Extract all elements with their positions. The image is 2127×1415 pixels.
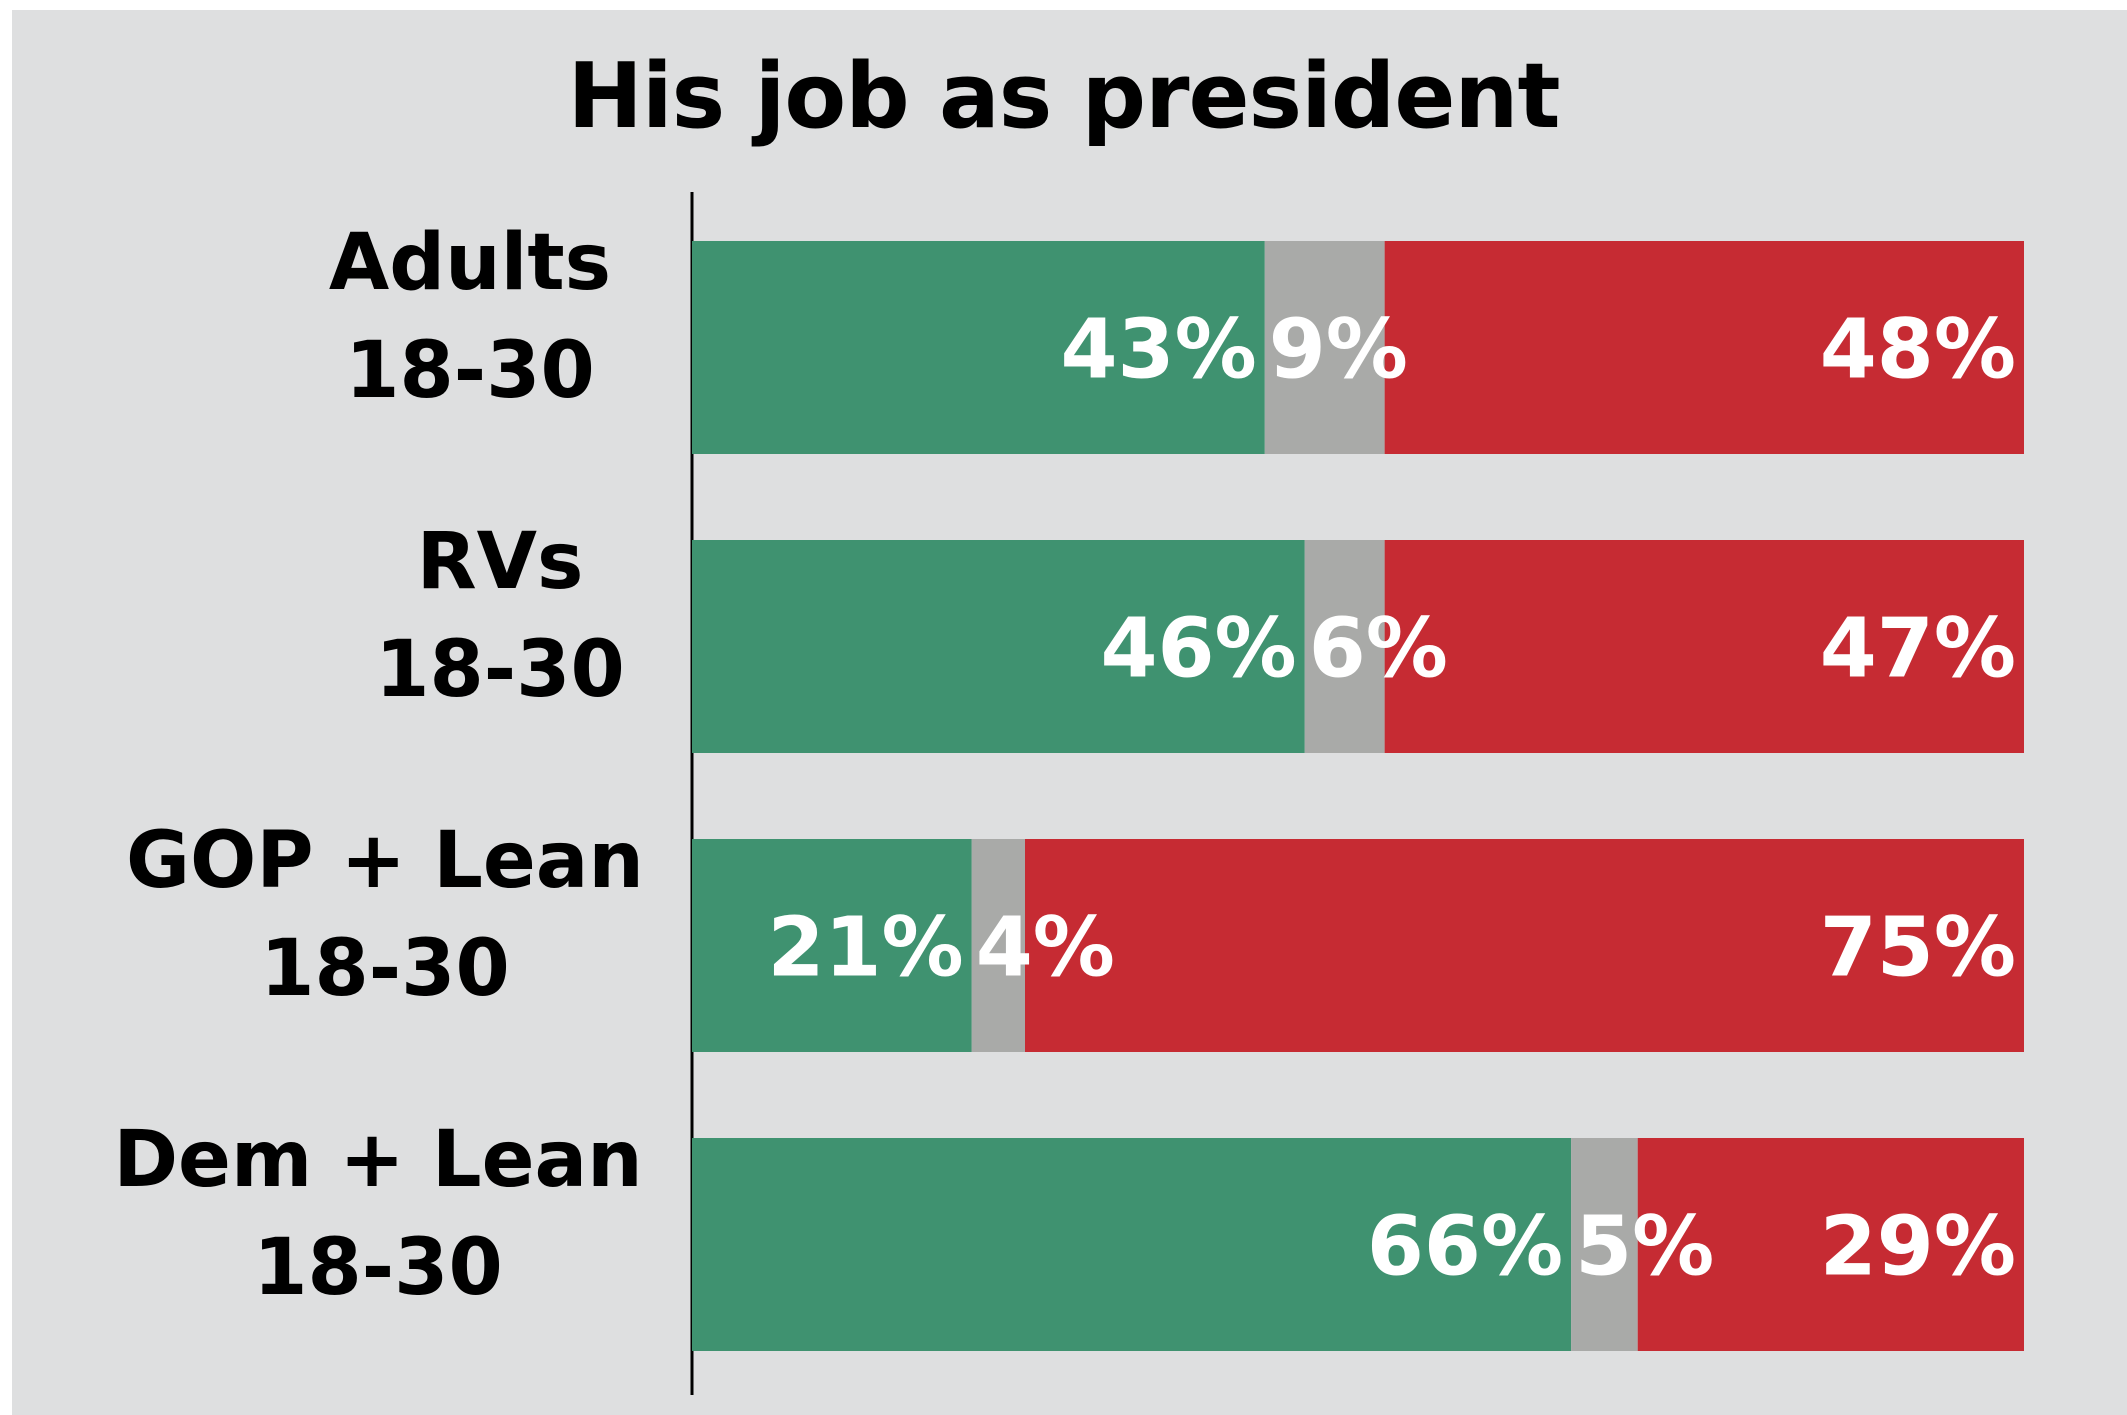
- category-label: GOP + Lean 18-30: [126, 816, 644, 1014]
- data-label: 66%: [1367, 1200, 1563, 1295]
- data-label: 9%: [1269, 303, 1408, 398]
- data-label: 43%: [1060, 303, 1256, 398]
- bar-segment: [1384, 241, 2024, 454]
- bar-segment: [1384, 540, 2024, 753]
- bar-segment: [1264, 241, 1385, 454]
- data-label: 5%: [1575, 1200, 1714, 1295]
- data-label: 48%: [1820, 303, 2016, 398]
- data-label: 21%: [767, 901, 963, 996]
- bar-segment: [692, 241, 1265, 454]
- data-label: 6%: [1309, 602, 1448, 697]
- data-label: 29%: [1820, 1200, 2016, 1295]
- data-label: 4%: [976, 901, 1115, 996]
- bar-segment: [1637, 1138, 2024, 1351]
- bar-segment: [692, 839, 972, 1052]
- category-label: RVs 18-30: [375, 517, 624, 715]
- data-label: 75%: [1820, 901, 2016, 996]
- data-label: 47%: [1820, 602, 2016, 697]
- bar-segment: [971, 839, 1025, 1052]
- bar-segment: [692, 1138, 1572, 1351]
- bar-segment: [692, 540, 1305, 753]
- category-label: Adults 18-30: [329, 218, 611, 416]
- bar-segment: [1304, 540, 1385, 753]
- data-label: 46%: [1100, 602, 1296, 697]
- bar-segment: [1025, 839, 2024, 1052]
- chart-title: His job as president: [567, 44, 1561, 149]
- bar-segment: [1571, 1138, 1638, 1351]
- category-label: Dem + Lean 18-30: [113, 1115, 642, 1313]
